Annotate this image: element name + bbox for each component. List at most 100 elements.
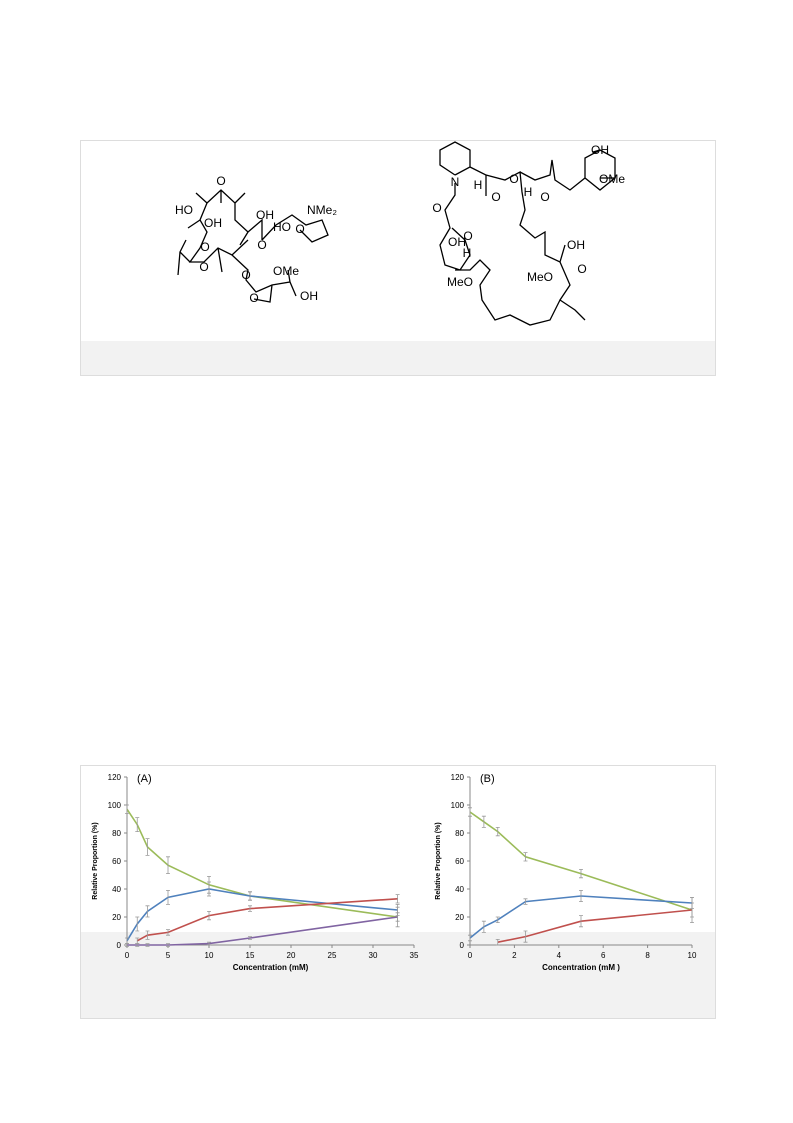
error-bar <box>395 894 400 904</box>
error-bar <box>166 890 170 905</box>
error-bar <box>166 943 170 947</box>
y-tick-label: 120 <box>451 773 465 782</box>
y-tick-label: 20 <box>112 913 121 922</box>
y-tick-label: 60 <box>112 857 121 866</box>
error-bar <box>481 920 486 933</box>
bonds-right <box>439 141 616 326</box>
error-bar <box>166 856 170 874</box>
atom-label: MeO <box>527 270 553 284</box>
y-axis-label: Relative Proportion (%) <box>435 822 442 899</box>
error-bar <box>579 890 583 902</box>
error-bar <box>125 943 129 947</box>
error-bar <box>523 852 528 862</box>
atom-label: OH <box>256 208 274 222</box>
error-bar <box>145 838 150 856</box>
error-bar <box>145 943 150 947</box>
x-tick-label: 20 <box>287 951 296 960</box>
atom-label: MeO <box>447 275 473 289</box>
error-bar <box>145 930 150 940</box>
series-line <box>469 811 693 911</box>
error-bar <box>125 804 129 814</box>
atom-label: O <box>241 268 250 282</box>
x-tick-label: 10 <box>688 951 697 960</box>
chart-title: (A) <box>137 773 152 785</box>
error-bar <box>481 815 486 828</box>
x-tick-label: 5 <box>166 951 171 960</box>
x-tick-label: 2 <box>512 951 517 960</box>
x-tick-label: 25 <box>328 951 337 960</box>
error-bar <box>523 898 528 905</box>
caption-strip <box>81 932 715 1018</box>
atom-label: OH <box>204 216 222 230</box>
error-bar <box>579 915 583 928</box>
atom-label: O <box>249 291 258 305</box>
y-tick-label: 0 <box>460 941 465 950</box>
atom-label: OH <box>591 143 609 157</box>
series-line <box>127 916 398 946</box>
error-bar <box>248 891 252 901</box>
y-tick-label: 80 <box>112 829 121 838</box>
atom-label: H <box>524 185 533 199</box>
y-tick-label: 0 <box>117 941 122 950</box>
error-bar <box>495 916 500 923</box>
error-bar <box>166 929 170 936</box>
y-tick-label: 120 <box>108 773 122 782</box>
y-axis-label: Relative Proportion (%) <box>92 822 99 899</box>
error-bar <box>579 869 583 879</box>
atom-label: NMe₂ <box>307 203 337 217</box>
atom-label: OH <box>567 238 585 252</box>
x-tick-label: 4 <box>557 951 562 960</box>
atom-label: N <box>451 175 460 189</box>
bonds-left <box>177 189 329 303</box>
x-axis-label: Concentration (mM ) <box>542 963 620 972</box>
x-tick-label: 15 <box>246 951 255 960</box>
figure-charts <box>80 765 716 1019</box>
atom-label: HO <box>273 220 291 234</box>
error-bar <box>207 911 211 921</box>
x-tick-label: 30 <box>369 951 378 960</box>
error-bar <box>495 827 500 837</box>
error-bar <box>207 881 211 897</box>
atom-label: OMe <box>273 264 299 278</box>
y-tick-label: 40 <box>112 885 121 894</box>
x-axis-label: Concentration (mM) <box>233 963 309 972</box>
atom-label: O <box>577 262 586 276</box>
atom-label: O <box>491 190 500 204</box>
y-tick-label: 20 <box>455 913 464 922</box>
series-line <box>497 909 693 943</box>
atom-label: OH <box>448 235 466 249</box>
caption-strip <box>81 341 715 375</box>
error-bar <box>468 807 472 817</box>
error-bar <box>523 930 528 943</box>
atom-label: O <box>432 201 441 215</box>
error-bar <box>135 916 140 932</box>
atom-label: O <box>199 260 208 274</box>
error-bar <box>135 817 140 832</box>
atom-label: O <box>463 229 472 243</box>
error-bar <box>468 934 472 942</box>
y-tick-label: 60 <box>455 857 464 866</box>
atom-label: OH <box>300 289 318 303</box>
x-tick-label: 6 <box>601 951 606 960</box>
error-bar <box>248 936 252 940</box>
atom-label: HO <box>175 203 193 217</box>
atom-label: O <box>509 172 518 186</box>
x-tick-label: 0 <box>468 951 473 960</box>
error-bar <box>690 897 694 923</box>
series-line <box>136 898 398 942</box>
x-tick-label: 10 <box>205 951 214 960</box>
atom-label: O <box>295 222 304 236</box>
atom-label: O <box>200 240 209 254</box>
atom-label: O <box>540 190 549 204</box>
error-bar <box>495 939 500 946</box>
chart-title: (B) <box>480 773 495 785</box>
atom-label: H <box>474 178 483 192</box>
error-bar <box>135 943 140 947</box>
x-tick-label: 0 <box>125 951 130 960</box>
y-tick-label: 100 <box>451 801 465 810</box>
y-tick-label: 40 <box>455 885 464 894</box>
atom-label: O <box>216 174 225 188</box>
x-tick-label: 35 <box>410 951 419 960</box>
